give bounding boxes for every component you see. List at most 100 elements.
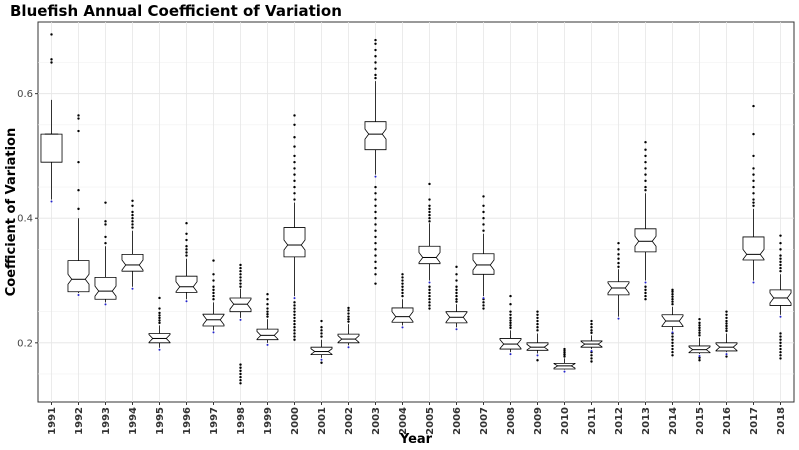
blue-marker	[617, 317, 620, 320]
outlier-point	[50, 61, 53, 64]
outlier-point	[428, 288, 431, 292]
outlier-point	[671, 344, 674, 348]
blue-marker	[509, 353, 512, 356]
outlier-point	[104, 241, 107, 245]
y-tick-label: 0.2	[17, 338, 33, 349]
outlier-point	[374, 223, 377, 226]
box-2009	[526, 310, 549, 362]
box-2011	[580, 319, 603, 363]
blue-marker	[50, 200, 53, 203]
outlier-point	[293, 304, 296, 307]
outlier-point	[428, 207, 431, 211]
outlier-point	[77, 114, 80, 117]
outlier-point	[293, 167, 296, 170]
outlier-point	[374, 73, 377, 77]
outlier-point	[158, 316, 161, 320]
outlier-point	[239, 372, 242, 376]
outlier-point	[401, 279, 404, 282]
outlier-point	[185, 232, 188, 236]
outlier-point	[50, 33, 53, 36]
outlier-point	[617, 241, 620, 245]
outlier-point	[293, 145, 296, 148]
outlier-point	[239, 366, 242, 369]
x-tick-label: 2006	[452, 407, 463, 435]
outlier-point	[374, 235, 377, 239]
box-2007	[472, 195, 495, 310]
outlier-point	[266, 312, 269, 316]
outlier-point	[428, 213, 431, 217]
outlier-point	[293, 316, 296, 320]
x-tick-label: 2018	[776, 407, 787, 435]
outlier-point	[293, 123, 296, 126]
outlier-point	[509, 326, 512, 330]
outlier-point	[266, 298, 269, 301]
x-tick-label: 1994	[128, 407, 139, 435]
outlier-point	[590, 331, 593, 335]
outlier-point	[374, 198, 377, 201]
box-1999	[256, 293, 279, 346]
outlier-point	[428, 291, 431, 295]
outlier-point	[563, 349, 566, 353]
outlier-point	[725, 319, 728, 323]
outlier-point	[131, 226, 134, 229]
blue-marker	[212, 331, 215, 334]
outlier-point	[374, 185, 377, 189]
outlier-point	[239, 269, 242, 273]
outlier-point	[374, 76, 377, 80]
x-tick-label: 2007	[479, 407, 490, 435]
outlier-point	[725, 322, 728, 325]
x-tick-label: 2017	[749, 407, 760, 435]
outlier-point	[671, 335, 674, 338]
outlier-point	[590, 326, 593, 329]
x-tick-label: 2005	[425, 407, 436, 435]
blue-marker	[455, 328, 458, 331]
outlier-point	[374, 192, 377, 195]
outlier-point	[428, 182, 431, 186]
outlier-point	[590, 319, 593, 323]
blue-marker	[104, 303, 107, 306]
outlier-point	[158, 307, 161, 310]
x-tick-label: 1998	[236, 407, 247, 435]
outlier-point	[725, 316, 728, 320]
box-1997	[202, 259, 225, 334]
outlier-point	[212, 288, 215, 292]
outlier-point	[320, 361, 323, 364]
outlier-point	[725, 324, 728, 328]
box-2000	[283, 114, 306, 341]
outlier-point	[671, 350, 674, 354]
outlier-point	[293, 313, 296, 316]
x-tick-label: 1993	[101, 407, 112, 435]
blue-marker	[698, 355, 701, 358]
outlier-point	[455, 298, 458, 301]
blue-marker	[77, 293, 80, 296]
outlier-point	[428, 204, 431, 207]
outlier-point	[671, 354, 674, 357]
outlier-point	[698, 317, 701, 321]
outlier-point	[617, 253, 620, 256]
outlier-point	[779, 354, 782, 357]
outlier-point	[428, 198, 431, 201]
outlier-point	[671, 293, 674, 296]
box-1991	[40, 33, 63, 203]
outlier-point	[482, 223, 485, 226]
outlier-point	[455, 273, 458, 276]
outlier-point	[374, 55, 377, 58]
outlier-point	[374, 273, 377, 276]
outlier-point	[239, 273, 242, 276]
box-1992	[67, 114, 90, 296]
box-body	[526, 342, 549, 351]
outlier-point	[104, 223, 107, 226]
outlier-point	[590, 360, 593, 363]
outlier-point	[671, 338, 674, 341]
outlier-point	[374, 254, 377, 257]
box-layer	[40, 33, 792, 385]
outlier-point	[752, 204, 755, 207]
box-1995	[148, 296, 171, 351]
box-body	[256, 328, 279, 341]
box-1998	[229, 263, 252, 385]
x-tick-label: 2010	[560, 407, 571, 435]
outlier-point	[563, 353, 566, 356]
outlier-point	[590, 357, 593, 360]
outlier-point	[455, 279, 458, 282]
